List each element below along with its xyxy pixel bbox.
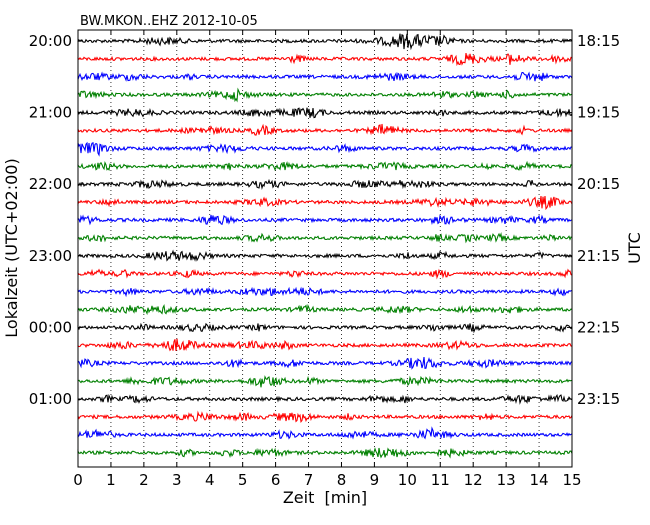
chart-title: BW.MKON..EHZ 2012-10-05 [80, 14, 258, 29]
trace-line [77, 268, 573, 280]
x-tick-label: 5 [238, 471, 248, 489]
x-axis-ticks: 0 1 2 3 4 5 6 7 8 9 10 11 12 13 14 15 [73, 30, 582, 489]
trace-line [77, 160, 573, 172]
trace-line [77, 231, 573, 244]
x-tick-label: 12 [464, 471, 483, 489]
x-tick-label: 10 [398, 471, 417, 489]
x-tick-label: 0 [73, 471, 83, 489]
trace-line [77, 178, 573, 190]
right-time-label: 23:15 [577, 390, 620, 408]
trace-line [77, 71, 573, 82]
left-time-label: 22:00 [29, 175, 72, 193]
trace-line [77, 87, 573, 103]
x-tick-label: 2 [139, 471, 149, 489]
trace-line [77, 447, 573, 459]
time-labels: 20:00 21:00 22:00 23:00 00:00 01:00 18:15 19:15… [29, 32, 620, 408]
trace-line [77, 426, 573, 440]
y-axis-label-right: UTC [625, 232, 644, 264]
x-tick-label: 6 [271, 471, 281, 489]
trace-line [77, 33, 573, 51]
x-tick-label: 4 [205, 471, 215, 489]
left-time-label: 01:00 [29, 390, 72, 408]
x-axis-label: Zeit [min] [283, 488, 367, 507]
x-tick-label: 3 [172, 471, 182, 489]
right-time-label: 20:15 [577, 175, 620, 193]
x-tick-label: 14 [530, 471, 549, 489]
x-tick-label: 11 [431, 471, 450, 489]
trace-line [77, 338, 573, 352]
trace-line [77, 286, 573, 298]
left-time-label: 23:00 [29, 247, 72, 265]
x-tick-label: 15 [562, 471, 581, 489]
x-tick-label: 7 [304, 471, 314, 489]
trace-line [77, 393, 573, 405]
left-time-label: 21:00 [29, 104, 72, 122]
trace-line [77, 303, 573, 316]
right-time-label: 21:15 [577, 247, 620, 265]
trace-line [77, 196, 573, 211]
right-time-label: 18:15 [577, 32, 620, 50]
right-time-label: 19:15 [577, 104, 620, 122]
trace-line [77, 123, 573, 136]
trace-line [77, 214, 573, 226]
x-tick-label: 9 [370, 471, 380, 489]
trace-line [77, 53, 573, 67]
plot-frame [77, 29, 573, 468]
x-tick-label: 8 [337, 471, 347, 489]
trace-line [77, 410, 573, 424]
trace-line [77, 107, 573, 119]
trace-line [77, 357, 573, 370]
left-time-label: 20:00 [29, 32, 72, 50]
grid-lines [110, 30, 540, 467]
y-axis-label-left: Lokalzeit (UTC+02:00) [2, 158, 21, 337]
x-tick-label: 1 [106, 471, 116, 489]
trace-line [77, 322, 573, 334]
trace-line [77, 375, 573, 388]
seismic-traces [77, 33, 573, 459]
trace-line [77, 249, 573, 262]
right-time-label: 22:15 [577, 318, 620, 336]
left-time-label: 00:00 [29, 318, 72, 336]
trace-line [77, 141, 572, 157]
x-tick-label: 13 [497, 471, 516, 489]
